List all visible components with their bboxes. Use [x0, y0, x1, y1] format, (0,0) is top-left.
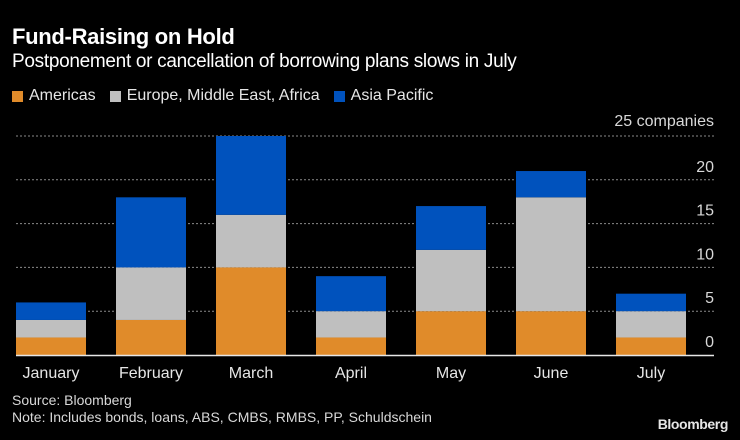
- legend-swatch-apac: [333, 90, 345, 102]
- x-tick-label: April: [335, 365, 367, 382]
- chart-subtitle: Postponement or cancellation of borrowin…: [12, 51, 517, 72]
- bar-july-americas: [616, 337, 686, 355]
- bar-january-emea: [16, 319, 86, 338]
- bar-february-emea: [116, 267, 186, 320]
- bars: [16, 136, 686, 355]
- y-tick-label: 15: [696, 203, 714, 220]
- bar-march-apac: [216, 136, 286, 215]
- x-tick-label: July: [637, 365, 665, 382]
- bloomberg-logo: Bloomberg: [657, 416, 729, 432]
- legend-swatch-americas: [12, 90, 23, 102]
- legend-item-apac: Asia Pacific: [333, 87, 434, 105]
- legend-item-emea: Europe, Middle East, Africa: [109, 87, 320, 105]
- y-tick-label: 20: [696, 159, 714, 176]
- x-tick-label: March: [229, 365, 273, 382]
- bar-january-americas: [16, 337, 86, 355]
- y-tick-labels: 0 5 10 15 20: [696, 159, 714, 351]
- y-top-label: 25 companies: [614, 113, 714, 130]
- x-tick-label: May: [436, 365, 466, 382]
- legend-label-emea: Europe, Middle East, Africa: [126, 87, 320, 104]
- bar-may-emea: [416, 249, 486, 312]
- bar-march-americas: [216, 267, 286, 355]
- bar-may-americas: [416, 311, 486, 355]
- footnote: Note: Includes bonds, loans, ABS, CMBS, …: [12, 409, 432, 425]
- legend-swatch-emea: [109, 90, 121, 102]
- legend-label-americas: Americas: [29, 87, 96, 104]
- bar-february-apac: [116, 197, 186, 268]
- legend: Americas Europe, Middle East, Africa Asi…: [12, 87, 447, 105]
- source-note: Source: Bloomberg: [12, 392, 132, 408]
- x-tick-label: June: [534, 365, 569, 382]
- bar-april-apac: [316, 276, 386, 312]
- x-tick-label: January: [23, 365, 80, 382]
- bar-january-apac: [16, 302, 86, 320]
- y-tick-label: 10: [696, 246, 714, 263]
- bar-july-emea: [616, 311, 686, 338]
- y-tick-label: 0: [705, 334, 714, 351]
- legend-item-americas: Americas: [12, 87, 96, 105]
- bar-june-americas: [516, 311, 586, 355]
- x-tick-label: February: [119, 365, 183, 382]
- bar-may-apac: [416, 206, 486, 250]
- bar-april-emea: [316, 311, 386, 338]
- bar-february-americas: [116, 319, 186, 355]
- bar-july-apac: [616, 293, 686, 312]
- bar-june-apac: [516, 171, 586, 198]
- x-tick-labels: January February March April May June July: [23, 365, 666, 382]
- y-tick-label: 5: [705, 290, 714, 307]
- bar-june-emea: [516, 197, 586, 312]
- bar-april-americas: [316, 337, 386, 355]
- bar-march-emea: [216, 214, 286, 268]
- chart-title: Fund-Raising on Hold: [12, 24, 235, 49]
- legend-label-apac: Asia Pacific: [350, 87, 434, 104]
